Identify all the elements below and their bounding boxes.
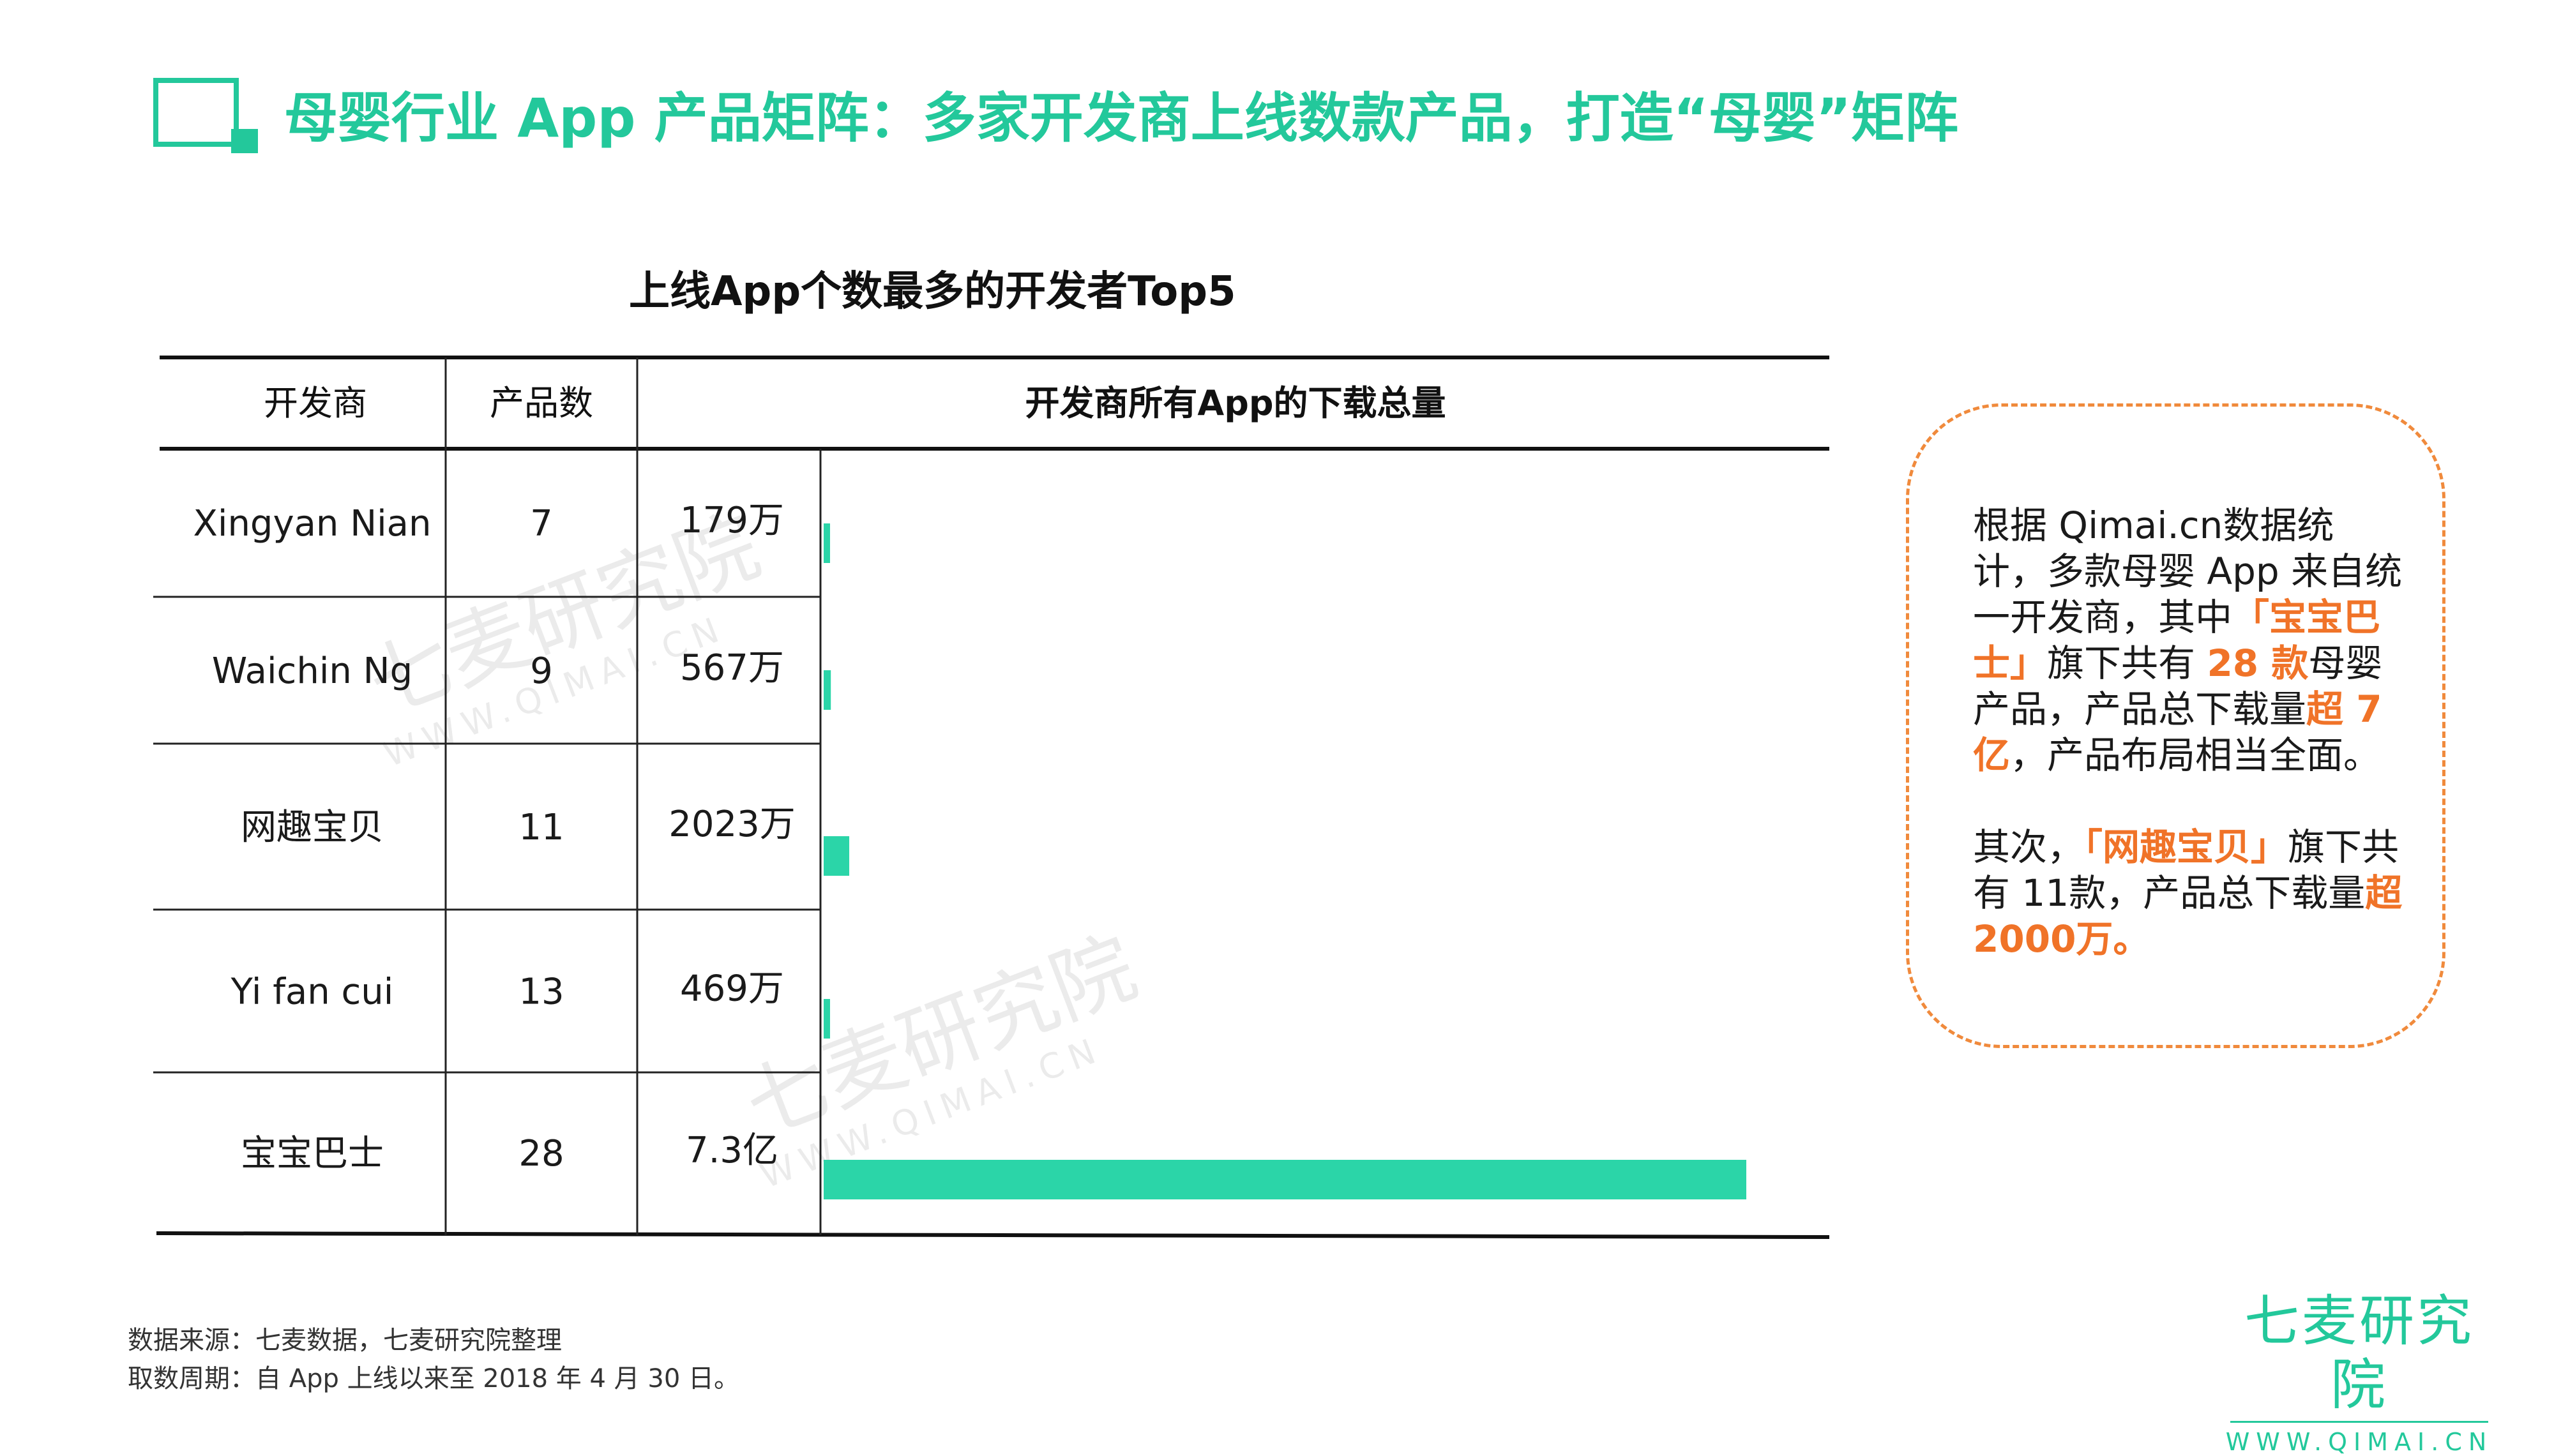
highlight-text: 28 款 [2207,642,2309,685]
table-row: Xingyan Nian 7 179万 [193,500,830,563]
app-count-cell: 28 [518,1133,564,1175]
insight-text-segment: ，产品布局相当全面。 [2010,733,2381,777]
download-label: 567万 [680,647,784,689]
download-bar [824,836,850,876]
download-label: 7.3亿 [686,1130,778,1171]
developer-cell: 宝宝巴士 [241,1133,384,1175]
column-header-developer: 开发商 [264,383,367,423]
insight-callout: 根据 Qimai.cn数据统计，多款母婴 App 来自统一开发商，其中「宝宝巴士… [1906,403,2445,1048]
download-bar [824,1160,1746,1199]
insight-text-segment: 旗下共有 11款，产品总下载量 [1973,825,2399,915]
table-grid [153,356,1830,1239]
developer-cell: Waichin Ng [212,650,412,692]
highlight-text: 「宝宝巴士」 [1973,596,2381,685]
download-bar [824,999,830,1039]
app-count-cell: 11 [518,807,564,848]
logo-url: WWW.QIMAI.CN [2225,1428,2493,1456]
page-title: 母婴行业 App 产品矩阵：多家开发商上线数款产品，打造“母婴”矩阵 [284,87,1959,149]
footer-notes: 数据来源：七麦数据，七麦研究院整理 取数周期：自 App 上线以来至 2018 … [128,1321,739,1398]
table-row: Yi fan cui 13 469万 [230,968,830,1039]
logo-divider [2230,1421,2488,1423]
brand-logo: 七麦研究院 WWW.QIMAI.CN [2225,1289,2493,1456]
app-count-cell: 13 [518,972,564,1013]
column-header-count: 产品数 [490,383,593,423]
table-row: 宝宝巴士 28 7.3亿 [241,1130,1746,1199]
app-count-cell: 9 [530,650,553,692]
logo-name: 七麦研究院 [2244,1289,2474,1417]
insight-text: 根据 Qimai.cn数据统计，多款母婴 App 来自统一开发商，其中「宝宝巴士… [1973,502,2407,1008]
insight-paragraph-2: 其次，「网趣宝贝」旗下共有 11款，产品总下载量超 2000万。 [1973,824,2407,962]
download-label: 469万 [680,968,784,1010]
table-row: Waichin Ng 9 567万 [212,647,831,710]
insight-paragraph-1: 根据 Qimai.cn数据统计，多款母婴 App 来自统一开发商，其中「宝宝巴士… [1973,502,2407,778]
highlight-text: 超 7 亿 [1973,687,2382,777]
highlight-text: 超 2000万。 [1973,871,2403,961]
title-bracket-icon [153,78,258,153]
developer-cell: 网趣宝贝 [241,807,384,848]
developer-cell: Yi fan cui [230,972,394,1013]
insight-text-segment: 母婴产品，产品总下载量 [1973,642,2383,731]
download-bar [824,670,831,710]
table-header-row: 开发商 产品数 开发商所有App的下载总量 [264,383,1446,423]
developer-cell: Xingyan Nian [193,503,432,544]
table-bottom-rule [156,1231,1830,1239]
column-header-downloads: 开发商所有App的下载总量 [1025,383,1446,423]
table-row: 网趣宝贝 11 2023万 [241,804,850,876]
app-count-cell: 7 [530,503,553,544]
data-source-note: 数据来源：七麦数据，七麦研究院整理 [128,1326,562,1355]
download-label: 2023万 [669,804,796,845]
insight-text-segment: 其次， [1973,825,2085,869]
download-bar [824,523,830,563]
insight-text-segment: 旗下共有 [2047,642,2207,685]
data-period-note: 取数周期：自 App 上线以来至 2018 年 4 月 30 日。 [128,1364,740,1393]
insight-text-segment: 根据 Qimai.cn数据统计，多款母婴 App 来自统一开发商，其中 [1973,504,2403,639]
table-title: 上线App个数最多的开发者Top5 [629,268,1236,315]
download-label: 179万 [680,500,784,541]
highlight-text: 「网趣宝贝」 [2084,825,2288,869]
